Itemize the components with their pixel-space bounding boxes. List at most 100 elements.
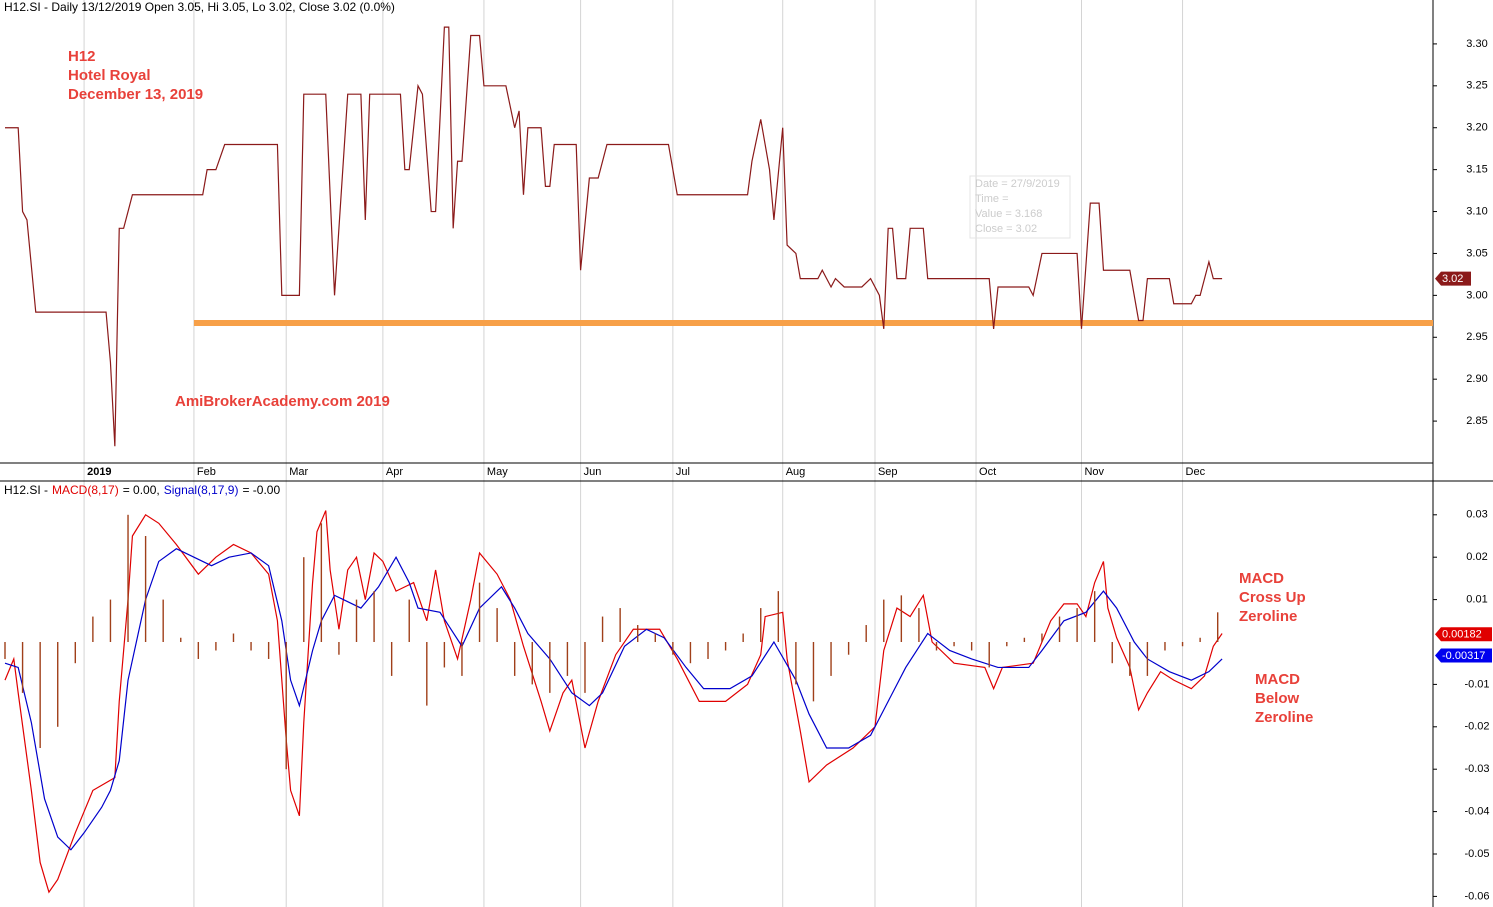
x-tick-label: Oct	[979, 466, 996, 478]
histogram-bar	[74, 642, 77, 664]
histogram-bar	[1129, 642, 1131, 676]
histogram-bar	[39, 642, 41, 748]
annotation: Zeroline	[1239, 608, 1297, 625]
legend-entry: MACD(8,17)	[52, 483, 119, 497]
histogram-bar	[57, 642, 59, 727]
annotation: Cross Up	[1239, 589, 1306, 606]
histogram-bar	[1093, 591, 1096, 642]
value-tag	[1435, 627, 1492, 642]
annotation: December 13, 2019	[68, 86, 203, 103]
chart-title: H12.SI - MACD(8,17) = 0.00, Signal(8,17,9) =…	[4, 483, 280, 497]
plot: 2019 Feb Mar Apr May Jun Jul Aug Sep Oct Nov Dec 2.8…	[4, 26, 1492, 902]
histogram-bar	[830, 642, 832, 676]
tooltip-text: Value = 3.168	[975, 208, 1042, 220]
histogram-bar	[1041, 633, 1043, 642]
histogram-bar	[390, 642, 393, 676]
histogram-bar	[724, 642, 727, 651]
value-tag-label: 3.02	[1442, 273, 1463, 285]
line-series	[5, 26, 1223, 447]
grid	[83, 0, 1184, 907]
x-tick-label: Sep	[878, 466, 898, 478]
histogram-bar	[812, 642, 815, 702]
histogram-bar	[303, 557, 305, 642]
y-tick-label: 3.05	[1466, 247, 1487, 259]
histogram-bar	[1199, 637, 1201, 642]
histogram-bar	[127, 514, 129, 642]
histogram-bar	[1181, 642, 1184, 647]
histogram-bar	[478, 582, 481, 642]
histogram-bar	[900, 595, 903, 642]
histogram-bar	[707, 642, 709, 659]
legend-entry: Signal(8,17,9)	[164, 483, 239, 497]
histogram-bar	[619, 608, 621, 642]
histogram-bar	[180, 637, 182, 642]
x-tick-label: 2019	[87, 466, 111, 478]
annotation: MACD	[1255, 671, 1300, 688]
histogram-bar	[232, 633, 235, 642]
y-tick-label: 3.10	[1466, 205, 1487, 217]
x-tick-label: Mar	[289, 466, 308, 478]
value-tag	[1435, 271, 1471, 286]
x-tick-label: Dec	[1186, 466, 1206, 478]
histogram-bar	[1146, 642, 1149, 676]
line-series	[4, 548, 1223, 851]
histogram-bar	[1023, 637, 1026, 642]
histogram-bar	[883, 599, 885, 642]
tooltip-text: Date = 27/9/2019	[975, 178, 1060, 190]
histogram-bar	[496, 608, 498, 642]
annotation: Zeroline	[1255, 709, 1313, 726]
y-tick-label: 3.15	[1466, 164, 1487, 176]
y-tick-label: -0.06	[1464, 890, 1489, 902]
y-tick-label: -0.02	[1464, 721, 1489, 733]
value-tag	[1435, 648, 1492, 663]
y-tick-label: 0.02	[1466, 551, 1487, 563]
histogram-bar	[250, 642, 252, 651]
histogram-bar	[461, 642, 463, 676]
histogram-bar	[513, 642, 516, 676]
histogram-bar	[1111, 642, 1113, 664]
histogram-bar	[601, 616, 604, 642]
y-tick-label: 3.25	[1466, 80, 1487, 92]
histogram-bar	[267, 642, 270, 659]
value-tag-label: -0.00317	[1442, 650, 1485, 662]
y-tick-label: 2.85	[1466, 415, 1487, 427]
histogram-bar	[1058, 616, 1061, 642]
histogram-bar	[742, 633, 744, 642]
annotation: H12	[68, 48, 96, 65]
histogram-bar	[918, 608, 920, 642]
histogram-bar	[426, 642, 428, 706]
histogram-bar	[1076, 608, 1078, 642]
annotation: MACD	[1239, 570, 1284, 587]
histogram-bar	[584, 642, 586, 693]
histogram-bar	[1006, 642, 1008, 647]
histogram-bar	[162, 599, 164, 642]
histogram-bar	[144, 536, 147, 642]
histogram-bar	[654, 633, 656, 642]
histogram-bar	[408, 599, 410, 642]
histogram-bar	[215, 642, 217, 651]
histogram-bar	[443, 642, 446, 668]
y-tick-label: -0.01	[1464, 678, 1489, 690]
histogram-bar	[531, 642, 533, 685]
histogram-bar	[109, 599, 112, 642]
annotation: Below	[1255, 690, 1300, 707]
y-tick-label: 2.90	[1466, 373, 1487, 385]
histogram-bar	[338, 642, 340, 655]
annotation: Hotel Royal	[68, 67, 151, 84]
histogram-bar	[988, 642, 990, 668]
x-tick-label: Nov	[1084, 466, 1104, 478]
x-tick-label: Feb	[197, 466, 216, 478]
value-tag-label: 0.00182	[1442, 629, 1482, 641]
histogram-bar	[373, 591, 375, 642]
y-tick-label: 3.30	[1466, 38, 1487, 50]
histogram-bar	[953, 642, 955, 647]
histogram-bar	[795, 642, 797, 685]
histogram-bar	[197, 642, 200, 659]
histogram-bar	[865, 625, 867, 642]
legend-value: = 0.00,	[123, 483, 160, 497]
histogram-bar	[566, 642, 569, 676]
tooltip-text: Time =	[975, 193, 1009, 205]
y-tick-label: 0.03	[1466, 509, 1487, 521]
